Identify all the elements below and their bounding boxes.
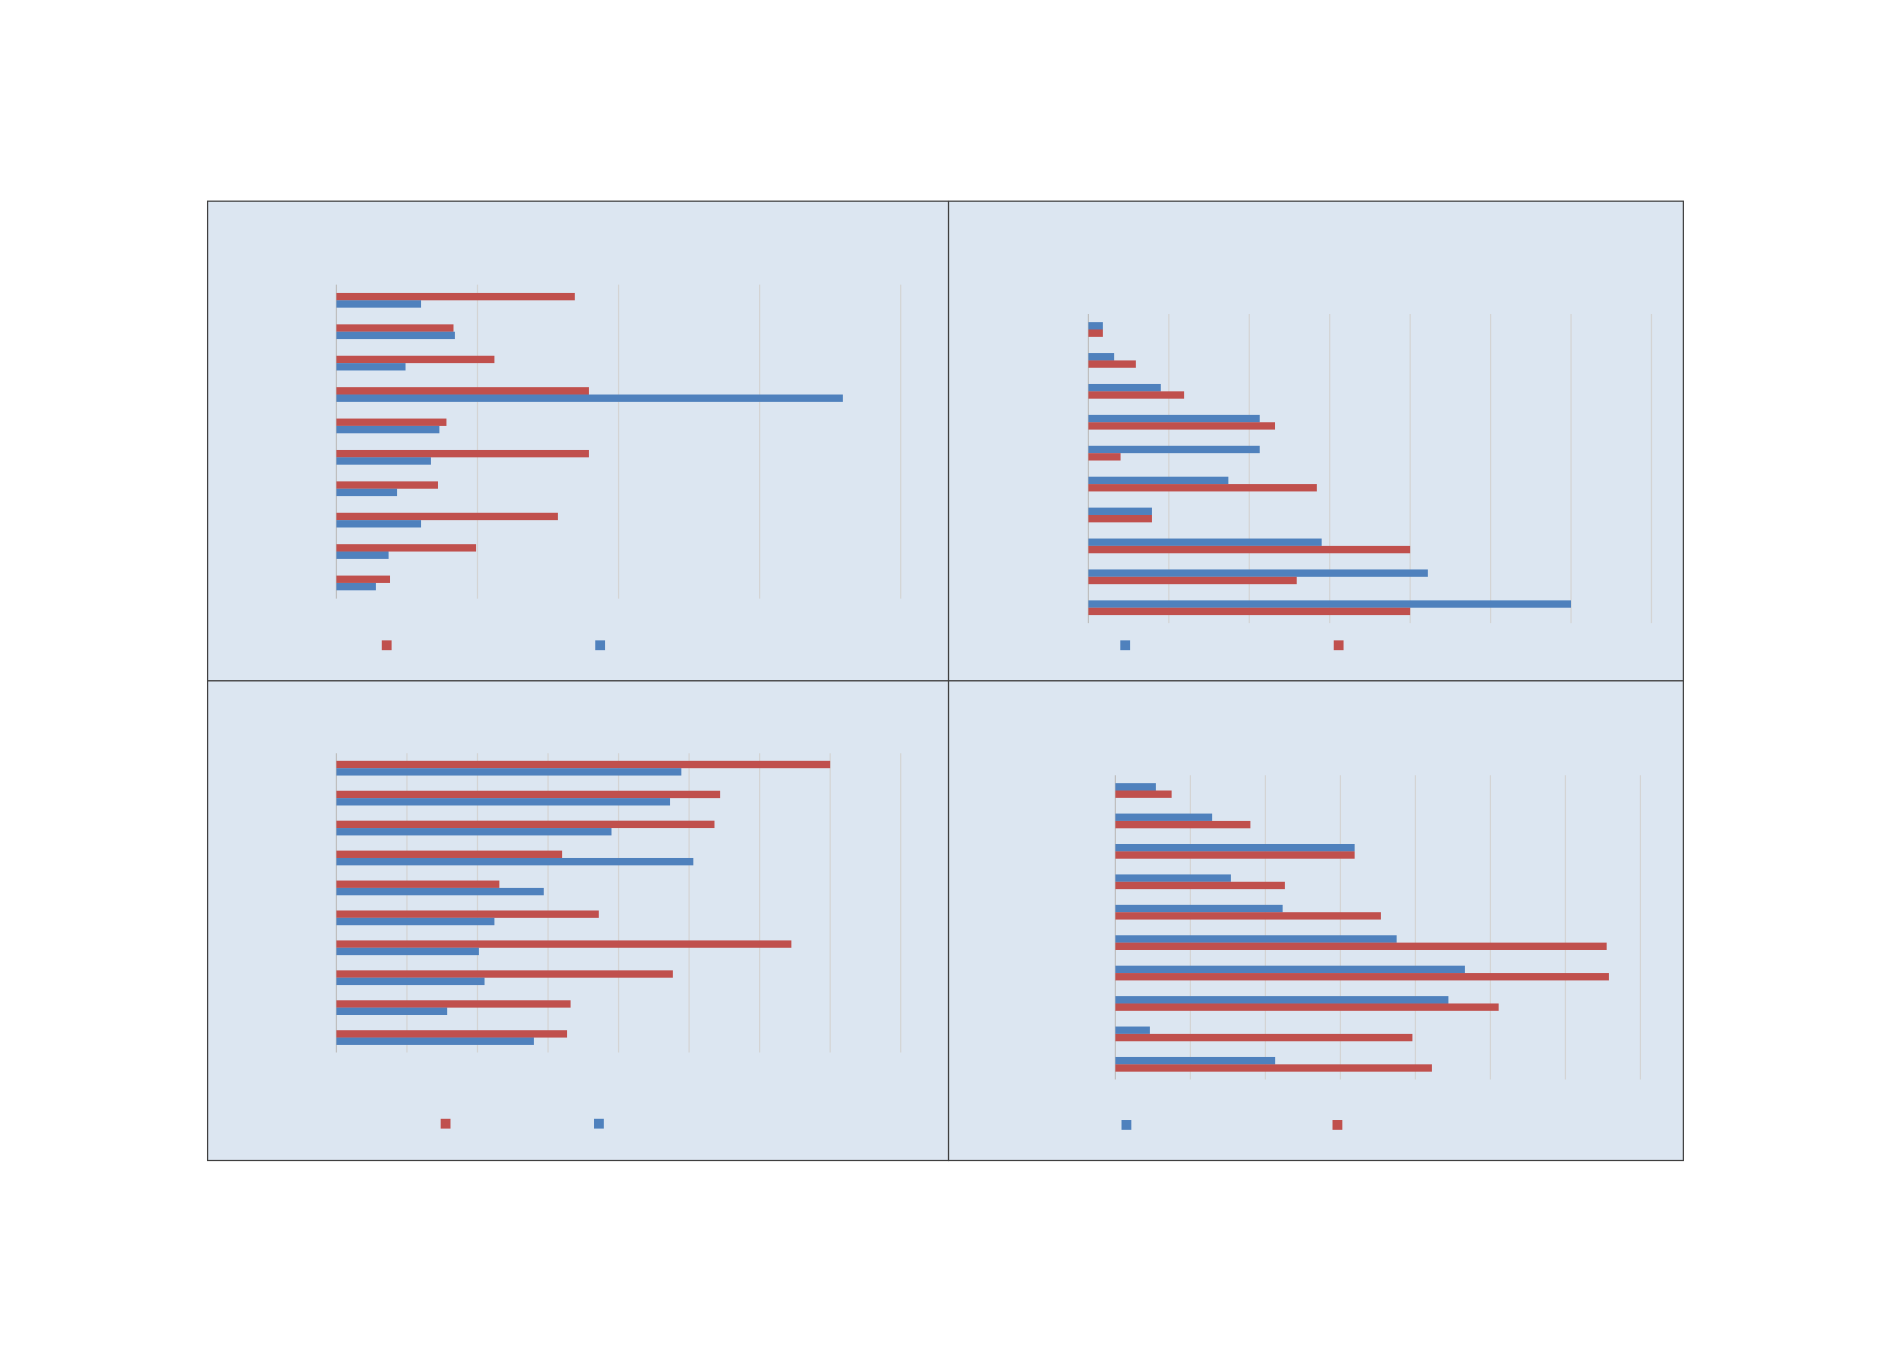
- chart-panel: [206, 680, 950, 1162]
- bar: [336, 1007, 448, 1016]
- bar: [1115, 1003, 1499, 1011]
- bar: [336, 324, 454, 332]
- bar: [336, 449, 589, 458]
- bar: [336, 768, 682, 776]
- bar: [1115, 851, 1355, 859]
- bar: [1088, 569, 1428, 577]
- bar: [1088, 576, 1297, 585]
- bar: [336, 387, 589, 395]
- bar: [336, 551, 389, 559]
- bar: [336, 457, 431, 465]
- bar: [1088, 360, 1136, 368]
- bar: [336, 947, 479, 956]
- bar: [336, 418, 447, 426]
- bar: [336, 355, 495, 364]
- bar: [336, 977, 485, 986]
- bar: [336, 760, 831, 769]
- bar: [1088, 383, 1161, 392]
- bar: [336, 292, 575, 301]
- bar: [1088, 484, 1317, 492]
- legend-swatch: [1120, 640, 1131, 651]
- bar: [1088, 600, 1572, 608]
- bar: [336, 394, 843, 402]
- bar: [336, 910, 599, 918]
- bar: [336, 331, 455, 340]
- legend-swatch: [440, 1118, 451, 1129]
- bar: [336, 425, 440, 434]
- bar: [1115, 965, 1465, 974]
- bar: [1115, 942, 1607, 950]
- bar: [1115, 904, 1283, 913]
- bar: [336, 828, 612, 836]
- bar: [336, 520, 422, 528]
- bar: [336, 1037, 534, 1045]
- bar: [1088, 538, 1322, 546]
- bar: [1115, 973, 1609, 981]
- bar: [1088, 453, 1121, 461]
- bar: [1088, 353, 1115, 361]
- legend-swatch: [1333, 640, 1344, 651]
- bar: [336, 575, 391, 583]
- bar: [336, 1000, 571, 1008]
- bar: [1088, 545, 1411, 554]
- bar: [1115, 820, 1251, 829]
- bar: [336, 582, 376, 591]
- bar: [1088, 507, 1152, 515]
- bar: [336, 790, 721, 799]
- bar: [1088, 391, 1185, 399]
- bar: [336, 798, 671, 806]
- legend-swatch: [381, 640, 392, 651]
- bar: [336, 300, 422, 308]
- bar: [1088, 514, 1152, 523]
- bar: [336, 1030, 568, 1038]
- bar: [336, 970, 673, 978]
- bar: [336, 488, 398, 497]
- bar: [1088, 414, 1260, 423]
- bar: [1115, 881, 1285, 890]
- legend-swatch: [595, 640, 606, 651]
- bar: [336, 512, 558, 521]
- bar: [1088, 422, 1276, 430]
- bar: [1115, 912, 1381, 920]
- bar: [336, 544, 477, 552]
- bar: [1115, 813, 1213, 821]
- bar: [336, 820, 715, 829]
- bar: [336, 857, 694, 866]
- bar: [1088, 607, 1411, 616]
- bar: [336, 917, 495, 926]
- bar: [1115, 843, 1355, 852]
- bar: [1115, 1064, 1432, 1072]
- bar: [1115, 935, 1397, 943]
- legend-swatch: [1332, 1120, 1343, 1130]
- bar: [1088, 476, 1229, 485]
- chart-panel: [947, 680, 1684, 1162]
- bar: [1115, 874, 1231, 882]
- chart-panel: [206, 200, 950, 682]
- bar: [1115, 1033, 1413, 1042]
- bar: [336, 481, 438, 489]
- bar: [336, 940, 792, 948]
- bar: [336, 880, 500, 888]
- bar: [336, 850, 563, 858]
- bar: [1088, 329, 1103, 337]
- bar: [1115, 1056, 1276, 1065]
- legend-swatch: [594, 1118, 604, 1129]
- bar: [1115, 1026, 1150, 1034]
- bar: [1115, 996, 1449, 1004]
- bar: [1115, 783, 1156, 791]
- legend-swatch: [1121, 1120, 1132, 1130]
- bar: [1088, 445, 1260, 454]
- bar: [336, 887, 544, 896]
- bar: [1088, 322, 1103, 330]
- bar: [1115, 790, 1172, 798]
- bar: [336, 363, 406, 371]
